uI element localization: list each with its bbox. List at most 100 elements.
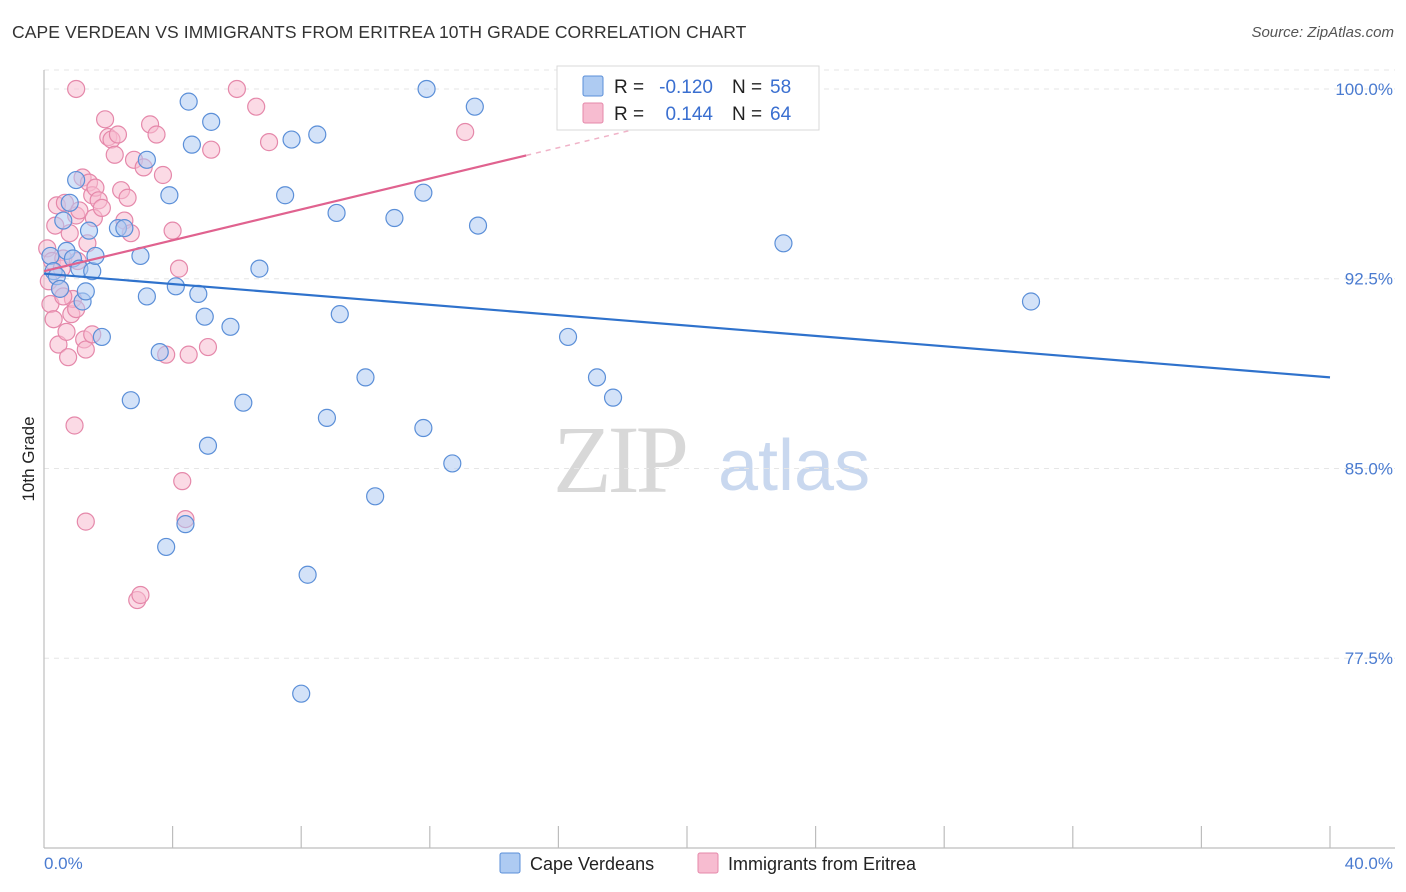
data-point [115, 219, 134, 238]
data-point [234, 393, 253, 412]
bottom-legend-label-cape-verdeans: Cape Verdeans [530, 854, 654, 874]
data-point [356, 368, 375, 387]
trend-line-cape-verdeans [43, 272, 1331, 379]
legend-r-value-1: -0.120 [659, 77, 713, 98]
data-point [250, 259, 269, 278]
y-axis-title: 10th Grade [19, 416, 38, 501]
data-point [189, 284, 208, 304]
x-axis-ticks [172, 826, 1331, 848]
data-point [198, 436, 218, 455]
legend-r-label-1: R = [614, 77, 644, 98]
legend-swatch-eritrea [582, 102, 604, 124]
source-credit: Source: ZipAtlas.com [1251, 24, 1394, 41]
data-point [57, 322, 76, 341]
y-tick-label: 77.5% [1345, 649, 1393, 668]
data-point [108, 125, 128, 144]
data-point [179, 345, 198, 364]
chart-title: CAPE VERDEAN VS IMMIGRANTS FROM ERITREA … [12, 22, 747, 42]
data-point [587, 368, 607, 387]
data-point [195, 307, 214, 326]
legend-n-label-1: N = [732, 77, 762, 98]
data-point [153, 165, 173, 185]
data-point [79, 221, 99, 240]
data-point [166, 277, 185, 296]
data-point [54, 211, 73, 230]
data-point [60, 193, 79, 212]
y-tick-label: 100.0% [1335, 80, 1393, 99]
data-point [118, 188, 137, 207]
legend-r-value-2: 0.144 [665, 104, 713, 125]
data-point [169, 259, 189, 278]
data-point [1021, 292, 1041, 311]
data-point [160, 186, 179, 205]
data-point [774, 234, 793, 253]
data-point [558, 327, 578, 347]
data-point [147, 125, 166, 144]
data-point [176, 515, 195, 534]
data-point [173, 472, 192, 491]
data-point [417, 79, 436, 99]
data-point [59, 348, 78, 367]
data-point [67, 79, 86, 99]
y-tick-label: 85.0% [1345, 459, 1393, 478]
data-point [366, 487, 385, 506]
data-point [150, 343, 169, 362]
y-tick-label: 92.5% [1345, 270, 1393, 289]
data-point [121, 391, 140, 410]
bottom-legend-swatch-cape-verdeans [499, 852, 521, 874]
data-point [198, 337, 218, 357]
data-point [105, 145, 124, 164]
data-point [179, 92, 198, 111]
data-point [202, 112, 221, 131]
data-point [317, 408, 337, 427]
legend-n-value-1: 58 [770, 77, 791, 98]
data-point [67, 170, 86, 190]
data-point [157, 537, 176, 557]
data-point [163, 221, 182, 240]
data-point [131, 585, 150, 605]
data-point [86, 246, 105, 266]
data-point [227, 79, 246, 99]
data-point [259, 133, 279, 152]
legend-n-value-2: 64 [770, 104, 792, 125]
y-tick-labels: 77.5% 85.0% 92.5% 100.0% [1335, 80, 1393, 668]
data-point [330, 305, 349, 324]
x-tick-label-max: 40.0% [1345, 854, 1393, 873]
data-point [327, 203, 346, 223]
data-point [92, 198, 111, 217]
data-point [414, 183, 433, 202]
data-point [456, 122, 475, 142]
data-point [41, 246, 60, 266]
data-point [247, 97, 266, 116]
data-point [465, 97, 484, 116]
data-point [76, 282, 95, 301]
legend-n-label-2: N = [732, 104, 762, 125]
trend-line-eritrea [43, 154, 527, 273]
correlation-legend: R = -0.120 N = 58 R = 0.144 N = 64 [556, 65, 820, 131]
series-legend: Cape Verdeans Immigrants from Eritrea [499, 852, 917, 874]
gridlines [44, 69, 1395, 659]
legend-swatch-cape-verdeans [582, 75, 604, 97]
watermark: ZIP atlas [553, 406, 870, 513]
data-point [603, 388, 623, 407]
data-point [385, 208, 404, 228]
bottom-legend-label-eritrea: Immigrants from Eritrea [728, 854, 917, 874]
data-point [65, 416, 84, 435]
data-point [50, 279, 70, 298]
data-point [443, 454, 462, 473]
data-point [282, 130, 301, 149]
data-point [298, 565, 317, 584]
series-cape-verdeans-points [41, 79, 1041, 703]
watermark-atlas: atlas [718, 426, 870, 506]
bottom-legend-swatch-eritrea [697, 852, 719, 874]
data-point [202, 140, 221, 159]
data-point [137, 287, 156, 306]
data-point [92, 327, 111, 347]
data-point [137, 150, 156, 169]
data-point [468, 216, 488, 235]
data-point [308, 125, 327, 144]
trend-lines [43, 127, 1331, 379]
data-point [414, 418, 433, 438]
data-point [292, 684, 311, 703]
